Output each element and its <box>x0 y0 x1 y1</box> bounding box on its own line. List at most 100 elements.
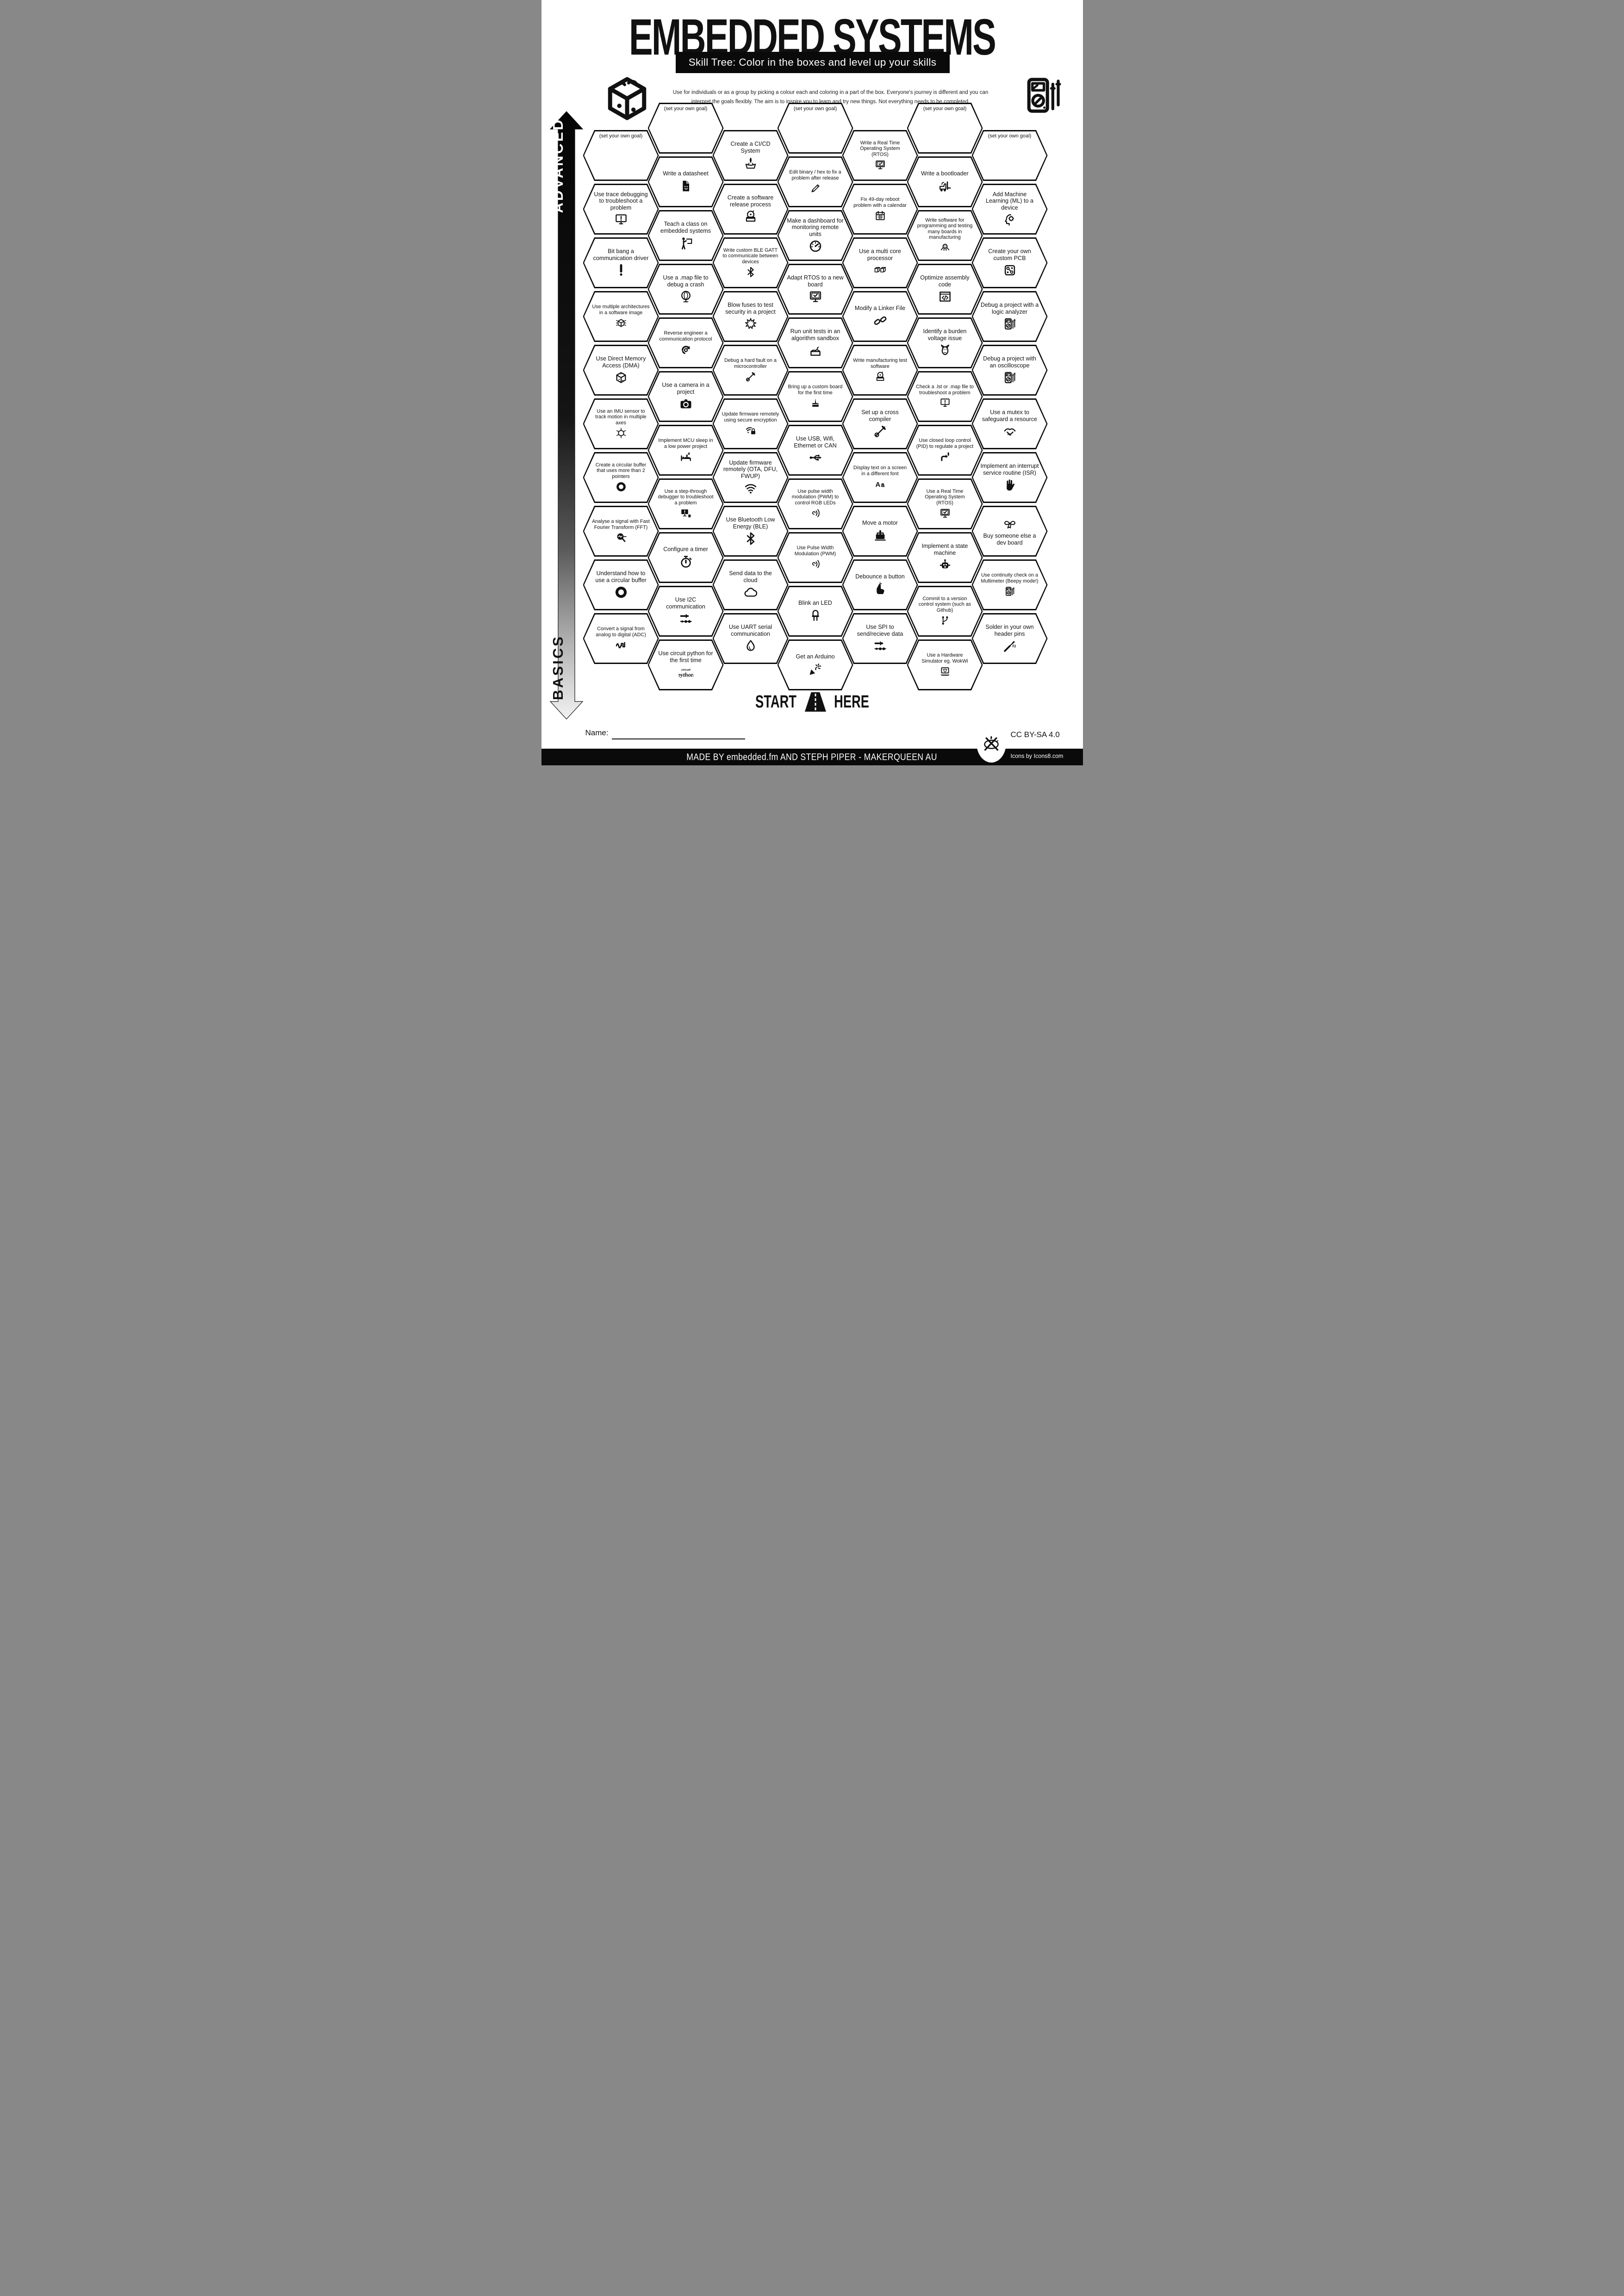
skill-hex: Implement MCU sleep in a low power proje… <box>647 425 724 476</box>
explosion-icon <box>743 316 758 331</box>
wifi-icon <box>743 481 758 496</box>
skill-label: Use multiple architectures in a software… <box>592 304 650 316</box>
svg-text:python: python <box>678 671 693 678</box>
skill-label: Write custom BLE GATT to communicate bet… <box>722 248 778 265</box>
pid-arrows-icon <box>939 451 951 463</box>
wifi-lock-icon <box>745 424 757 436</box>
skill-hex: Write a Real Time Operating System (RTOS… <box>842 130 918 181</box>
skill-hex: Debounce a button <box>842 559 918 610</box>
hex-fill <box>973 614 1046 663</box>
skill-label: Debounce a button <box>855 573 905 580</box>
skill-hex: Write custom BLE GATT to communicate bet… <box>712 237 789 288</box>
skill-label: Use USB, Wifi, Ethernet or CAN <box>794 435 837 449</box>
hex-content: Blink an LED <box>778 586 853 637</box>
hex-content: Configure a timer <box>648 532 724 583</box>
skill-label: Create a software release process <box>727 194 774 208</box>
ml-brain-icon <box>1002 212 1017 227</box>
skill-hex: Move a motor <box>842 506 918 557</box>
octopus-icon <box>939 242 951 254</box>
hex-fill <box>778 265 852 314</box>
skill-hex: Use closed loop control (PID) to regulat… <box>907 425 983 476</box>
hex-fill <box>584 346 658 395</box>
hex-fill <box>908 479 982 528</box>
skill-hex: Use multiple architectures in a software… <box>583 291 659 342</box>
bus-arrow-icon <box>678 611 693 626</box>
handshake-icon <box>1002 424 1017 439</box>
skill-hex: (set your own goal) <box>971 130 1048 181</box>
start-label: START <box>755 692 796 712</box>
svg-text:circuit: circuit <box>681 668 691 671</box>
hardware-sim-icon <box>939 665 951 677</box>
hex-content: Check a .lst or .map file to troubleshoo… <box>907 371 983 422</box>
hex-fill <box>973 560 1046 609</box>
skill-hex: Run unit tests in an algorithm sandbox <box>777 317 853 368</box>
hex-fill <box>843 399 917 448</box>
maker-tools-icon <box>976 724 1006 763</box>
code-window-icon <box>938 289 952 304</box>
skill-hex: Debug a hard fault on a microcontroller <box>712 345 789 396</box>
hex-content: Debounce a button <box>842 559 918 610</box>
icons-credit: Icons by Icons8.com <box>1010 753 1064 759</box>
skill-label: Write software for programming and testi… <box>917 217 973 240</box>
footer-credit: MADE BY embedded.fm AND STEPH PIPER - MA… <box>686 751 938 762</box>
hex-content: Use multiple architectures in a software… <box>583 291 659 342</box>
hex-fill <box>843 238 917 287</box>
confetti-icon <box>808 662 823 676</box>
led-icon <box>808 608 823 623</box>
skill-label: Use continuity check on a Multimeter (Be… <box>981 572 1039 584</box>
level-arrow <box>549 111 583 720</box>
hex-fill <box>973 238 1046 287</box>
skill-hex: Use trace debugging to troubleshoot a pr… <box>583 184 659 235</box>
skill-hex: Bring up a custom board for the first ti… <box>777 371 853 422</box>
hex-content: Use a mutex to safeguard a resource <box>972 398 1048 449</box>
reverse-engineer-icon <box>680 343 692 355</box>
hex-fill <box>908 587 982 636</box>
hex-content: Use pulse width modulation (PWM) to cont… <box>778 478 853 529</box>
droplet-icon <box>743 639 758 653</box>
skill-label: Use a Real Time Operating System (RTOS) <box>925 489 965 506</box>
skill-label: Implement an interrupt service routine (… <box>980 463 1039 476</box>
hex-fill <box>714 292 787 341</box>
hex-content: Display text on a screen in a different … <box>842 452 918 503</box>
skill-hex: Make a dashboard for monitoring remote u… <box>777 210 853 261</box>
skill-label: Debug a project with an oscilloscope <box>983 355 1036 369</box>
hex-fill <box>649 587 722 636</box>
skill-label: Fix 49-day reboot problem with a calenda… <box>853 197 907 208</box>
skill-label: Analyse a signal with Fast Fourier Trans… <box>592 519 650 530</box>
hex-content: Move a motor <box>842 506 918 557</box>
skill-label: Create your own custom PCB <box>988 248 1031 261</box>
skill-label: Make a dashboard for monitoring remote u… <box>787 217 844 237</box>
skill-hex: Convert a signal from analog to digital … <box>583 613 659 664</box>
hex-fill <box>973 346 1046 395</box>
pwm-icon <box>809 558 821 570</box>
skill-label: Debug a hard fault on a microcontroller <box>724 358 777 369</box>
skill-hex: Create a circular buffer that uses more … <box>583 452 659 503</box>
calendar-icon <box>874 210 886 222</box>
tools-icon <box>745 371 757 383</box>
skill-hex: Use UART serial communication <box>712 613 789 664</box>
hex-content: Use a camera in a project <box>648 371 724 422</box>
tools-icon <box>873 424 888 439</box>
hex-content: Understand how to use a circular buffer <box>583 559 659 610</box>
skill-label: Implement a state machine <box>921 543 968 556</box>
skill-hex: Set up a cross compiler <box>842 398 918 449</box>
multimeter-icon <box>1020 67 1066 124</box>
hex-fill <box>584 614 658 663</box>
hex-fill <box>843 614 917 663</box>
hex-content: (set your own goal) <box>583 130 659 181</box>
hex-content: Use USB, Wifi, Ethernet or CAN <box>778 425 853 476</box>
hex-content: Optimize assembly code <box>907 264 983 315</box>
skill-label: Identify a burden voltage issue <box>923 328 967 341</box>
hex-content: Get an Arduino <box>778 639 853 690</box>
skill-hex: Use Pulse Width Modulation (PWM) <box>777 532 853 583</box>
subtitle-text: Skill Tree: Color in the boxes and level… <box>688 56 937 68</box>
hex-fill <box>649 265 722 314</box>
hex-fill <box>843 453 917 502</box>
skill-label: Use pulse width modulation (PWM) to cont… <box>791 489 839 506</box>
bluetooth-icon <box>745 266 757 278</box>
hex-fill <box>714 346 787 395</box>
hex-fill <box>843 346 917 395</box>
monitor-bug-icon <box>680 507 692 519</box>
pcb-icon <box>1002 263 1017 278</box>
forklift-icon <box>938 179 952 193</box>
